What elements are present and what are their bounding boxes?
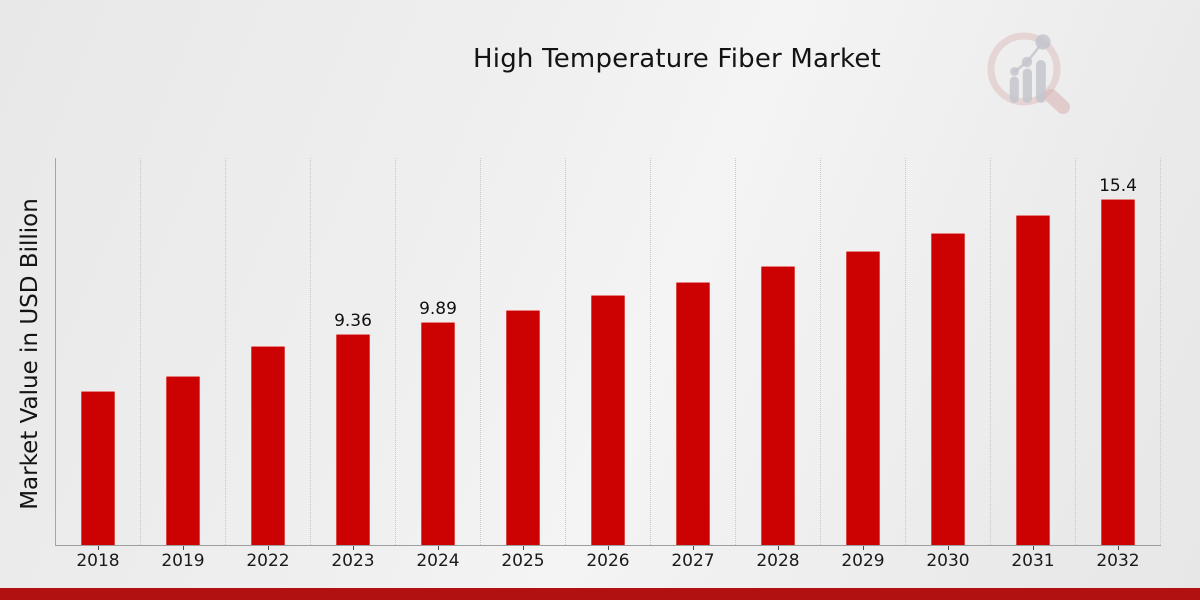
x-axis-tick-2025 <box>523 546 524 550</box>
x-tick-label-2023: 2023 <box>331 551 375 571</box>
x-tick-label-2027: 2027 <box>671 551 715 571</box>
x-tick-label-2032: 2032 <box>1096 551 1140 571</box>
data-label-2023: 9.36 <box>334 311 372 332</box>
y-axis-label: Market Value in USD Billion <box>17 198 43 510</box>
x-tick-label-2031: 2031 <box>1011 551 1055 571</box>
category-slot-2027: 2027 <box>651 158 736 571</box>
x-axis-tick-2030 <box>948 546 949 550</box>
x-tick-label-2028: 2028 <box>756 551 800 571</box>
category-slot-2019: 2019 <box>141 158 226 571</box>
bar-2019 <box>166 376 200 545</box>
x-axis-tick-2028 <box>778 546 779 550</box>
x-tick-label-2026: 2026 <box>586 551 630 571</box>
bar-2025 <box>506 309 540 545</box>
category-slot-2023: 9.36 2023 <box>311 158 396 571</box>
category-slot-2018: 2018 <box>56 158 141 571</box>
category-slot-2025: 2025 <box>481 158 566 571</box>
category-slot-2030: 2030 <box>906 158 991 571</box>
category-slot-2022: 2022 <box>226 158 311 571</box>
x-tick-label-2025: 2025 <box>501 551 545 571</box>
x-axis-tick-2032 <box>1118 546 1119 550</box>
bar-2030 <box>931 233 965 545</box>
bar-2023 <box>336 334 370 545</box>
category-slot-2028: 2028 <box>736 158 821 571</box>
x-axis-tick-2031 <box>1033 546 1034 550</box>
category-slot-2032: 15.4 2032 <box>1076 158 1161 571</box>
plot-area: 2018 2019 2022 9.36 2023 9.89 2024 2025 2026 2027… <box>55 158 1161 571</box>
bar-2031 <box>1016 215 1050 545</box>
x-tick-label-2024: 2024 <box>416 551 460 571</box>
bottom-accent-bar <box>0 588 1200 600</box>
bar-2028 <box>761 266 795 545</box>
logo-magnifier-ring <box>987 32 1061 106</box>
x-tick-label-2022: 2022 <box>246 551 290 571</box>
bar-2026 <box>591 295 625 545</box>
x-axis-tick-2024 <box>438 546 439 550</box>
x-tick-label-2019: 2019 <box>161 551 205 571</box>
bar-2027 <box>676 281 710 545</box>
x-tick-label-2029: 2029 <box>841 551 885 571</box>
data-label-2032: 15.4 <box>1099 175 1137 196</box>
x-axis-tick-2023 <box>353 546 354 550</box>
bar-2024 <box>421 322 455 545</box>
category-slot-2029: 2029 <box>821 158 906 571</box>
x-axis-tick-2018 <box>98 546 99 550</box>
logo-magnifier-handle <box>1044 89 1070 114</box>
bar-2032 <box>1101 198 1135 545</box>
x-axis-tick-2026 <box>608 546 609 550</box>
bar-2022 <box>251 345 285 545</box>
x-tick-label-2018: 2018 <box>76 551 120 571</box>
category-slot-2031: 2031 <box>991 158 1076 571</box>
x-axis-tick-2019 <box>183 546 184 550</box>
chart-title: High Temperature Fiber Market <box>473 44 881 74</box>
logo-bars <box>1009 34 1051 103</box>
magnifier-bar-chart-logo-icon <box>987 32 1070 114</box>
x-axis-tick-2027 <box>693 546 694 550</box>
x-axis-tick-2022 <box>268 546 269 550</box>
x-tick-label-2030: 2030 <box>926 551 970 571</box>
category-slot-2026: 2026 <box>566 158 651 571</box>
bar-2029 <box>846 251 880 545</box>
bar-2018 <box>81 390 115 545</box>
category-slot-2024: 9.89 2024 <box>396 158 481 571</box>
data-label-2024: 9.89 <box>419 299 457 320</box>
x-axis-tick-2029 <box>863 546 864 550</box>
